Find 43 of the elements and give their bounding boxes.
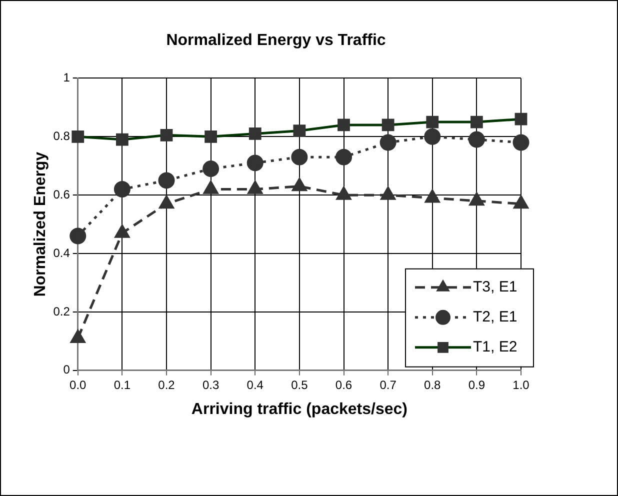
x-tick-label: 0.5 bbox=[291, 378, 308, 392]
legend-label: T2, E1 bbox=[473, 308, 518, 326]
y-tick-label: 0 bbox=[63, 362, 70, 377]
x-tick-label: 0.1 bbox=[114, 378, 131, 392]
x-tick-label: 0.6 bbox=[335, 378, 352, 392]
y-axis-title: Normalized Energy bbox=[32, 152, 50, 297]
x-tick-label: 0.0 bbox=[70, 378, 87, 392]
point bbox=[336, 186, 352, 200]
x-tick-label: 0.7 bbox=[380, 378, 397, 392]
y-tick-label: 0.8 bbox=[53, 128, 70, 143]
x-tick-label: 0.2 bbox=[158, 378, 176, 392]
point bbox=[159, 196, 174, 209]
y-tick-label: 0.2 bbox=[53, 304, 70, 318]
point bbox=[380, 186, 396, 200]
y-tick-label: 0.6 bbox=[53, 187, 70, 202]
x-tick-label: 0.9 bbox=[468, 378, 486, 392]
point bbox=[248, 180, 262, 194]
point bbox=[114, 180, 130, 198]
point bbox=[336, 148, 352, 166]
legend-label: T3, E1 bbox=[473, 278, 518, 296]
point bbox=[204, 180, 218, 194]
point bbox=[425, 190, 440, 203]
point bbox=[380, 134, 396, 151]
point bbox=[291, 148, 308, 166]
x-tick-label: 0.4 bbox=[246, 378, 264, 392]
chart-title: Normalized Energy vs Traffic bbox=[166, 32, 386, 50]
x-axis-title: Arriving traffic (packets/sec) bbox=[191, 400, 408, 418]
point bbox=[114, 224, 130, 238]
point bbox=[514, 196, 528, 209]
point bbox=[512, 134, 530, 151]
x-tick-label: 0.8 bbox=[424, 378, 442, 392]
legend-label: T1, E2 bbox=[473, 338, 518, 356]
x-tick-label: 1.0 bbox=[512, 378, 530, 392]
y-tick-label: 0.4 bbox=[53, 246, 70, 260]
y-tick-label: 1 bbox=[63, 70, 70, 85]
point bbox=[469, 192, 484, 206]
x-tick-label: 0.3 bbox=[202, 378, 220, 392]
point bbox=[292, 178, 307, 192]
point bbox=[468, 131, 485, 148]
point bbox=[424, 128, 441, 145]
point bbox=[246, 154, 264, 172]
point bbox=[158, 172, 175, 189]
point bbox=[202, 160, 220, 178]
